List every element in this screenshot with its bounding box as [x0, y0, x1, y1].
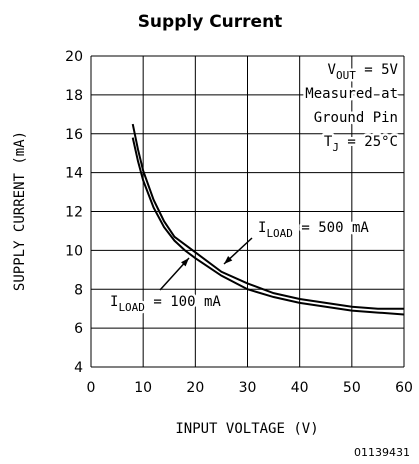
annotation-sub: LOAD: [118, 301, 145, 314]
annotation: VOUT = 5V: [328, 62, 399, 82]
annotation: Ground Pin: [314, 110, 398, 126]
y-tick-label: 12: [65, 205, 83, 221]
annotation: ILOAD = 100 mA: [110, 294, 221, 314]
x-tick-label: 40: [291, 380, 309, 396]
annotation-sub: J: [332, 141, 339, 154]
x-tick-label: 20: [186, 380, 204, 396]
annotation-text: Ground Pin: [314, 110, 398, 126]
annotation-text: T: [324, 134, 333, 150]
y-tick-label: 14: [65, 166, 83, 182]
annotation-sub: LOAD: [266, 227, 293, 240]
y-tick-label: 4: [74, 360, 83, 376]
x-tick-label: 10: [134, 380, 152, 396]
x-tick-label: 30: [239, 380, 257, 396]
annotation-text: = 500 mA: [293, 220, 369, 236]
y-tick-label: 6: [74, 321, 83, 337]
x-tick-label: 50: [343, 380, 361, 396]
y-tick-label: 10: [65, 243, 83, 259]
line-series: [131, 123, 404, 310]
annotation: Measured at: [305, 86, 398, 102]
annotation: ILOAD = 500 mA: [258, 220, 369, 240]
arrow-head: [181, 258, 189, 267]
y-tick-label: 18: [65, 88, 83, 104]
footnote: 01139431: [354, 446, 410, 459]
annotation-text: Measured at: [305, 86, 398, 102]
arrow-head: [224, 255, 233, 264]
annotation-text: = 100 mA: [145, 294, 221, 310]
annotation: TJ = 25°C: [324, 134, 398, 154]
x-axis-label: INPUT VOLTAGE (V): [175, 421, 318, 437]
y-tick-label: 20: [65, 49, 83, 65]
y-tick-label: 8: [74, 282, 83, 298]
x-tick-label: 60: [395, 380, 413, 396]
annotation-text: I: [110, 294, 118, 310]
y-axis-label: SUPPLY CURRENT (mA): [12, 131, 28, 291]
annotation-text: I: [258, 220, 266, 236]
annotation-text: V: [328, 62, 337, 78]
y-tick-label: 16: [65, 127, 83, 143]
annotation-sub: OUT: [336, 69, 356, 82]
annotation-text: = 5V: [356, 62, 399, 78]
x-tick-label: 0: [87, 380, 96, 396]
annotation-text: = 25°C: [339, 134, 398, 150]
chart-title: Supply Current: [138, 12, 283, 32]
line-series: [131, 137, 405, 316]
